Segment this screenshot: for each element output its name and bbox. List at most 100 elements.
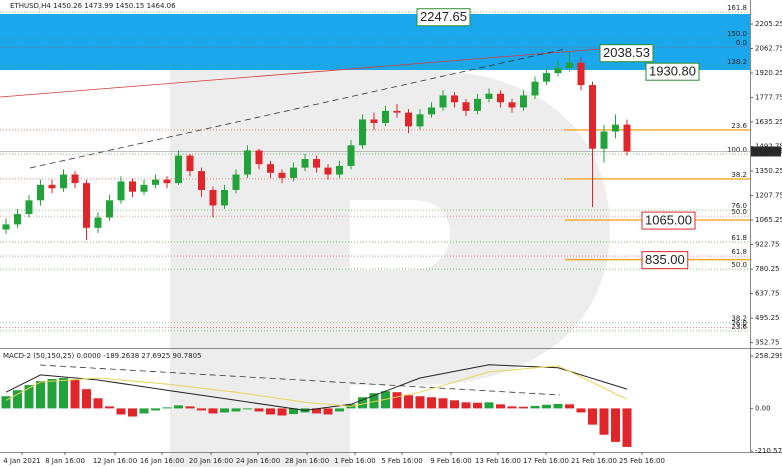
- candle-body: [163, 179, 171, 184]
- macd-bar: [243, 408, 252, 410]
- macd-bar: [220, 408, 229, 413]
- annotation-label: 2038.53: [603, 45, 650, 60]
- annotation-label: 835.00: [645, 252, 685, 267]
- y-tick-label: 2205.25: [755, 20, 782, 28]
- candle-body: [497, 93, 504, 103]
- macd-bar: [93, 398, 103, 409]
- annotation-box: [641, 251, 689, 270]
- macd-bar: [174, 405, 183, 409]
- macd-bar: [24, 385, 34, 409]
- candle-body: [520, 95, 527, 108]
- macd-bar: [496, 404, 505, 409]
- x-tick-label: 24 Jan 16:00: [236, 457, 280, 465]
- macd-y-tick-label: 0.00: [755, 404, 771, 412]
- candle-body: [382, 110, 389, 123]
- candle-body: [393, 110, 401, 113]
- candle-body: [71, 174, 79, 184]
- x-tick-label: 12 Jan 16:00: [93, 457, 137, 465]
- y-tick-label: 1635.25: [755, 118, 782, 126]
- y-tick-label: 1350.25: [755, 167, 782, 175]
- fib-label: 50.0: [731, 208, 747, 216]
- candle-body: [623, 124, 631, 152]
- macd-bar: [484, 402, 494, 409]
- candle-body: [324, 167, 332, 175]
- candle-body: [267, 164, 274, 173]
- candle-body: [508, 102, 516, 108]
- macd-bar: [404, 395, 413, 409]
- fib-label: 23.6: [731, 122, 747, 130]
- candle-body: [48, 184, 56, 189]
- macd-bar: [162, 407, 172, 409]
- candle-body: [290, 167, 297, 178]
- y-tick-label: 1065.25: [755, 216, 782, 224]
- y-tick-label: 637.75: [755, 290, 780, 298]
- annotation-box: [599, 44, 654, 63]
- macd-bar: [139, 408, 149, 414]
- macd-bar: [323, 408, 333, 415]
- candle-body: [60, 174, 67, 189]
- chart-header: ETHUSD,H4 1450.26 1473.99 1450.15 1464.0…: [10, 2, 176, 10]
- macd-bar: [70, 380, 80, 409]
- macd-bar: [392, 392, 402, 409]
- macd-title: MACD-2 (50,150,25) 0.0000 -189.2638 27.6…: [3, 352, 202, 360]
- macd-bar: [312, 408, 321, 414]
- candle-body: [129, 181, 136, 192]
- macd-trend-line: [39, 364, 561, 396]
- candle-body: [462, 102, 470, 111]
- candle-body: [175, 155, 182, 184]
- candle-body: [474, 98, 481, 111]
- y-tick-label: 352.75: [755, 339, 780, 347]
- candle-body: [140, 184, 148, 192]
- y-tick-label: 495.25: [755, 314, 780, 322]
- candle-body: [2, 224, 10, 230]
- fib-label: 100.0: [727, 146, 747, 154]
- x-tick-label: 28 Jan 16:00: [285, 457, 329, 465]
- candle-body: [589, 85, 596, 149]
- macd-bar: [369, 393, 379, 409]
- macd-bar: [231, 408, 241, 412]
- y-tick-label: 1920.25: [755, 69, 782, 77]
- macd-bar: [185, 406, 195, 409]
- trend-line: [0, 48, 601, 98]
- macd-bar: [82, 389, 91, 409]
- candle-body: [554, 67, 562, 74]
- candle-body: [186, 155, 194, 172]
- candle-body: [370, 119, 378, 123]
- trend-line-dashed: [29, 48, 566, 169]
- candle-body: [301, 159, 309, 168]
- macd-bar: [599, 408, 609, 435]
- candle-body: [428, 107, 435, 115]
- fib-label: 38.2: [731, 314, 747, 322]
- candle-body: [232, 174, 240, 190]
- candle-body: [405, 112, 412, 127]
- annotation-box: [641, 211, 696, 230]
- macd-line: [5, 364, 628, 411]
- macd-bar: [128, 408, 137, 417]
- x-tick-label: 21 Feb 16:00: [571, 457, 617, 465]
- x-tick-label: 25 Feb 16:00: [619, 457, 665, 465]
- fib-label: 61.8: [731, 248, 747, 256]
- candle-body: [612, 124, 619, 132]
- candle-body: [37, 184, 44, 201]
- fib-label: 76.0: [731, 202, 747, 210]
- macd-y-tick-label: -210.5763: [755, 447, 782, 455]
- macd-bar: [277, 408, 287, 416]
- y-tick-label: 1207.75: [755, 192, 782, 200]
- macd-bar: [473, 402, 482, 409]
- macd-bar: [208, 408, 218, 414]
- macd-bar: [13, 390, 22, 409]
- fib-label: 0.0: [736, 39, 747, 47]
- candle-body: [347, 145, 355, 166]
- candle-body: [83, 183, 90, 228]
- candle-body: [221, 189, 228, 206]
- candle-body: [198, 171, 205, 190]
- macd-bar: [461, 402, 471, 409]
- candle-body: [543, 73, 550, 82]
- y-tick-label: 922.75: [755, 241, 780, 249]
- x-tick-label: 5 Feb 16:00: [381, 457, 422, 465]
- plot: 2205.252062.751920.251777.751635.251492.…: [0, 4, 782, 465]
- macd-bar: [47, 378, 57, 409]
- candle-body: [600, 131, 608, 149]
- annotation-box: [416, 8, 471, 27]
- macd-bar: [59, 377, 68, 409]
